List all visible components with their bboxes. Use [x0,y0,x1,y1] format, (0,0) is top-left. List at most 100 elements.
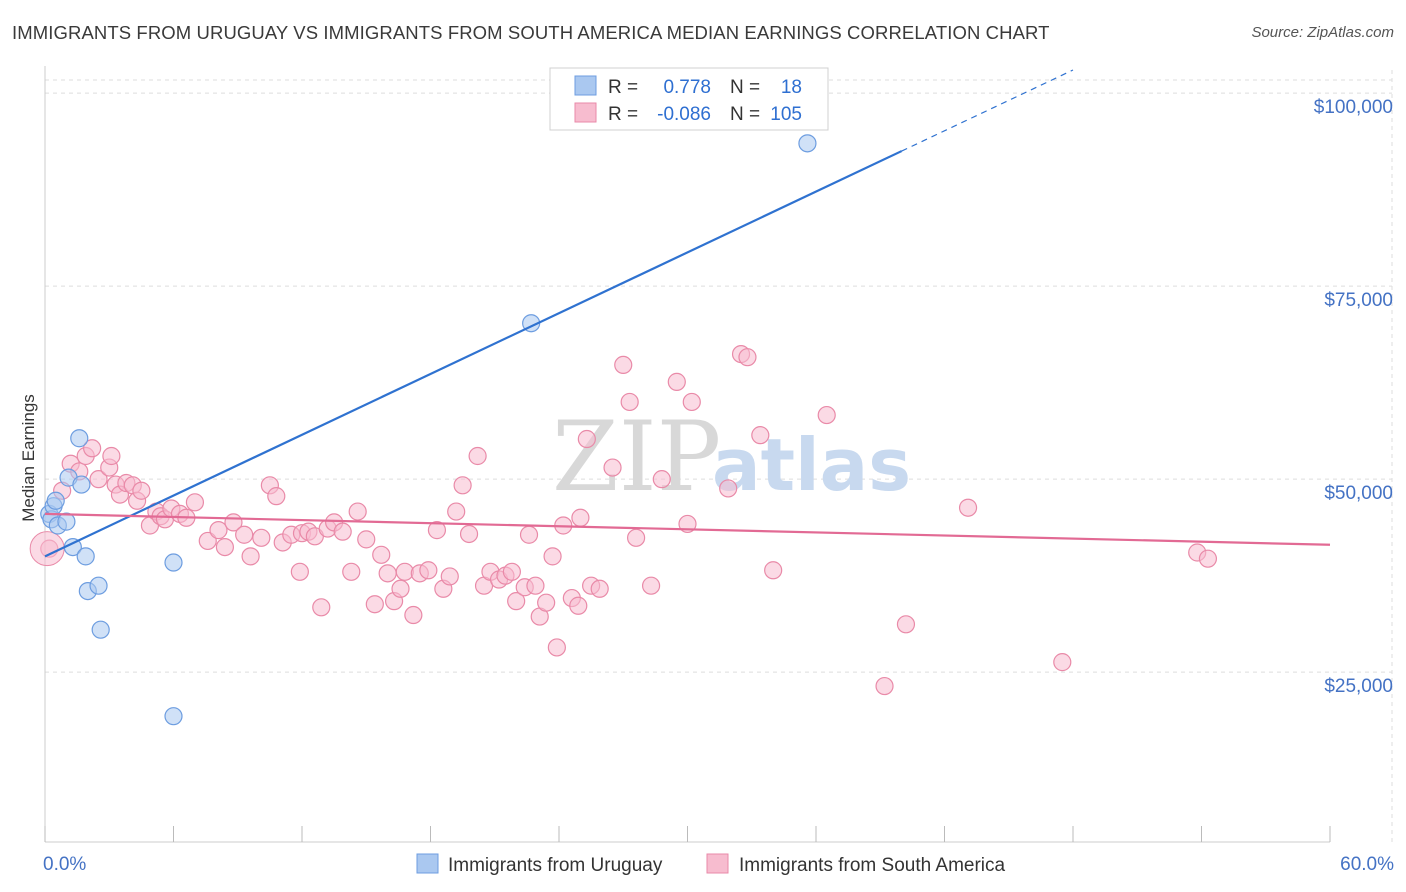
south-america-point-80 [590,579,609,598]
south-america-point-84 [626,528,646,547]
south-america-point-24 [209,521,228,540]
south-america-point-97 [896,615,916,634]
uruguay-point-3 [46,491,65,510]
south-america-point-66 [507,592,526,611]
south-america-point-14 [132,481,151,500]
south-america-point-85 [641,576,661,595]
bottom-legend-swatch-south-america [706,853,729,874]
south-america-point-101 [1198,549,1218,568]
series-legend: Immigrants from Uruguay Immigrants from … [416,853,1006,876]
south-america-point-73 [547,638,566,657]
south-america-point-93 [751,426,770,445]
legend-n-value-1: 18 [781,77,802,98]
south-america-point-65 [502,562,521,581]
uruguay-trend-extension [901,69,1074,152]
uruguay-point-12 [89,576,108,595]
y-axis-label: Median Earnings [19,394,38,522]
legend-swatch-south-america [574,102,597,123]
bottom-legend-swatch-uruguay [416,853,439,874]
south-america-point-5 [83,439,102,458]
south-america-point-92 [738,348,757,367]
uruguay-point-9 [72,475,91,494]
chart-title: IMMIGRANTS FROM URUGUAY VS IMMIGRANTS FR… [12,22,1050,43]
south-america-point-76 [569,596,588,615]
south-america-point-94 [764,561,783,580]
legend-r-label-2: R = [608,104,638,125]
south-america-point-82 [614,355,633,375]
south-america-point-57 [447,502,466,521]
uruguay-point-14 [164,553,183,572]
south-america-point-86 [652,470,671,489]
points-south-america [29,344,1218,696]
south-america-point-95 [817,405,836,425]
legend-swatch-uruguay [574,75,597,96]
legend-r-value-2: -0.086 [657,104,711,125]
south-america-point-22 [185,493,205,512]
uruguay-point-10 [76,547,95,566]
legend-r-label-1: R = [608,77,638,98]
south-america-point-41 [333,522,352,541]
south-america-point-56 [440,567,459,586]
south-america-point-50 [395,562,414,581]
south-america-point-90 [719,479,738,498]
south-america-point-87 [667,372,686,391]
south-america-point-27 [235,525,254,544]
axes [44,66,1331,843]
south-america-point-78 [577,429,596,449]
legend-n-label-1: N = [730,77,760,98]
south-america-point-68 [519,525,539,544]
correlation-legend: R = 0.778 N = 18 R = -0.086 N = 105 [549,67,829,131]
south-america-point-89 [682,392,701,412]
y-tick-label-3: $100,000 [1314,97,1393,118]
south-america-point-54 [427,521,447,540]
uruguay-point-17 [798,134,817,153]
south-america-point-83 [620,392,639,412]
south-america-point-45 [365,595,384,614]
south-america-point-29 [252,528,271,547]
south-america-point-81 [603,458,622,477]
south-america-point-72 [543,547,562,566]
legend-n-label-2: N = [730,104,760,125]
south-america-point-31 [267,487,286,506]
watermark-atlas: atlas [712,423,911,507]
uruguay-trend-line [44,150,903,558]
south-america-point-46 [372,545,391,564]
south-america-point-34 [290,562,309,581]
south-america-point-58 [453,476,472,495]
uruguay-point-13 [91,620,110,639]
points-uruguay [40,134,817,726]
south-america-point-43 [348,502,367,521]
south-america-point-96 [875,676,894,696]
south-america-point-23 [198,531,217,551]
x-tick-min: 0.0% [43,854,86,875]
y-tick-label-1: $50,000 [1324,483,1393,504]
x-tick-max: 60.0% [1340,854,1394,875]
south-america-point-38 [312,598,331,617]
south-america-point-77 [571,508,590,527]
south-america-point-59 [459,524,479,544]
legend-r-value-1: 0.778 [663,77,711,98]
legend-n-value-2: 105 [770,104,802,125]
south-america-trend-line [44,512,1331,546]
south-america-point-42 [342,562,361,581]
south-america-point-98 [958,498,978,517]
south-america-point-8 [102,446,121,466]
watermark-zip: ZIP [552,401,721,513]
south-america-point-51 [404,605,423,625]
south-america-point-71 [537,593,556,612]
south-america-point-25 [215,537,234,557]
trend-lines [44,69,1331,558]
south-america-point-28 [241,547,260,566]
uruguay-point-5 [57,512,76,531]
uruguay-point-15 [164,707,183,726]
south-america-point-60 [468,446,487,466]
uruguay-point-8 [70,429,89,448]
south-america-point-69 [526,576,545,595]
south-america-point-49 [391,579,410,598]
bottom-legend-label-uruguay: Immigrants from Uruguay [448,855,663,876]
south-america-point-99 [1053,653,1072,672]
y-tick-labels: $25,000 $50,000 $75,000 $100,000 [1314,97,1393,697]
y-tick-label-0: $25,000 [1324,676,1393,697]
bottom-legend-label-south-america: Immigrants from South America [739,855,1006,876]
